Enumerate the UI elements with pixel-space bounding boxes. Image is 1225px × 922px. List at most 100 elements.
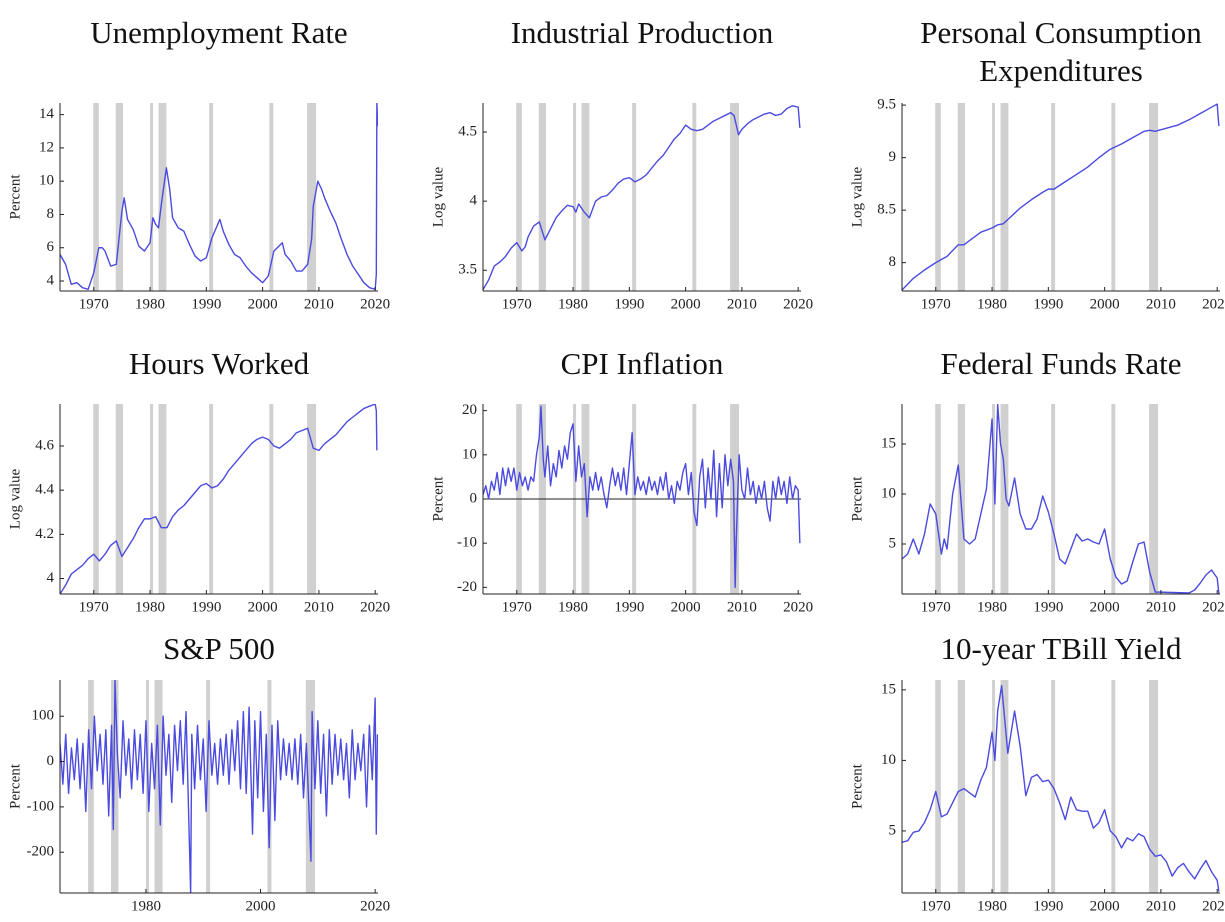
recession-band (110, 680, 119, 893)
recession-band (158, 404, 167, 594)
chart-title: Personal Consumption Expenditures (920, 15, 1202, 88)
plot-area (902, 103, 1220, 291)
recession-band (1149, 404, 1159, 594)
recession-band (206, 680, 211, 893)
plot-area (902, 684, 1220, 892)
recession-band (115, 404, 124, 594)
y-axis-label: Percent (7, 174, 23, 220)
recession-band (538, 103, 547, 291)
x-tick-label: 1990 (1033, 296, 1063, 312)
x-tick-label: 1970 (79, 296, 109, 312)
y-tick-label: 8.5 (877, 202, 896, 218)
x-tick-label: 2000 (1090, 898, 1120, 914)
y-tick-label: -200 (27, 844, 55, 860)
subplot: 4 4.2 4.4 4.6 1970 1980 1990 2000 2010 2020 Log va… (7, 404, 390, 615)
y-tick-label: 8 (889, 254, 897, 270)
x-tick-label: 2020 (360, 296, 390, 312)
y-axis-label: Percent (849, 476, 865, 522)
x-tick-label: 1970 (921, 296, 951, 312)
x-tick-label: 2020 (1202, 296, 1225, 312)
plot-area (483, 405, 801, 589)
recession-band (93, 103, 99, 291)
y-tick-label: 10 (462, 446, 477, 462)
data-line (902, 684, 1220, 892)
x-tick-label: 2000 (671, 599, 701, 615)
x-tick-label: 1990 (1033, 898, 1063, 914)
y-tick-label: 6 (47, 239, 55, 255)
recession-band (935, 404, 941, 594)
recession-band (150, 103, 154, 291)
recession-band (1149, 103, 1159, 291)
recession-band (1111, 103, 1116, 291)
recession-band (1149, 680, 1159, 893)
chart-title: Federal Funds Rate (940, 346, 1182, 381)
y-tick-label: 3.5 (458, 262, 477, 278)
chart-title: 10-year TBill Yield (940, 631, 1182, 666)
data-line (60, 404, 378, 594)
x-tick-label: 2020 (360, 898, 390, 914)
chart-title: Industrial Production (510, 15, 774, 50)
chart-title: Hours Worked (128, 346, 310, 381)
y-tick-label: 4.2 (35, 526, 54, 542)
subplot: -200 -100 0 100 1980 2000 2020 Percent (7, 680, 390, 914)
recession-band (307, 404, 317, 594)
recession-band (632, 103, 637, 291)
recession-band (209, 103, 214, 291)
subplot: 5 10 15 1970 1980 1990 2000 2010 2020 Percent (849, 404, 1225, 615)
subplot: 3.5 4 4.5 1970 1980 1990 2000 2010 2020 Log value (430, 103, 813, 312)
y-tick-label: 10 (39, 173, 54, 189)
recession-band (1000, 404, 1009, 594)
x-tick-label: 1970 (79, 599, 109, 615)
subplot: 8 8.5 9 9.5 1970 1980 1990 2000 2010 2020 Log valu… (849, 97, 1225, 313)
x-tick-label: 2010 (727, 599, 757, 615)
y-tick-label: 100 (32, 708, 55, 724)
x-tick-label: 1980 (558, 296, 588, 312)
plot-area (60, 404, 378, 594)
x-tick-label: 2000 (248, 599, 278, 615)
recession-band (992, 680, 996, 893)
recession-band (150, 404, 154, 594)
y-tick-label: 15 (881, 435, 896, 451)
recession-band (267, 680, 272, 893)
y-tick-label: 12 (39, 139, 54, 155)
x-tick-label: 1970 (502, 296, 532, 312)
x-tick-label: 1970 (921, 599, 951, 615)
recession-band (935, 680, 941, 893)
x-tick-label: 1990 (1033, 599, 1063, 615)
x-tick-label: 2000 (248, 296, 278, 312)
y-tick-label: 5 (889, 535, 897, 551)
recession-band (957, 103, 966, 291)
data-line (60, 103, 378, 291)
x-tick-label: 1990 (191, 599, 221, 615)
recession-band (1111, 680, 1116, 893)
recession-band (269, 103, 274, 291)
x-tick-label: 2000 (1090, 296, 1120, 312)
x-tick-label: 1980 (135, 599, 165, 615)
y-axis-label: Log value (7, 468, 23, 529)
x-tick-label: 1990 (614, 599, 644, 615)
x-tick-label: 2000 (1090, 599, 1120, 615)
recession-band (93, 404, 99, 594)
subplot: 5 10 15 1970 1980 1990 2000 2010 2020 Percent (849, 680, 1225, 914)
recession-band (1000, 103, 1009, 291)
x-tick-label: 2010 (304, 599, 334, 615)
x-tick-label: 2010 (304, 296, 334, 312)
x-tick-label: 2020 (783, 296, 813, 312)
y-tick-label: 9 (889, 149, 897, 165)
plot-area (483, 105, 801, 290)
y-tick-label: -100 (27, 798, 55, 814)
recession-band (573, 103, 577, 291)
recession-band (209, 404, 214, 594)
recession-band (1111, 404, 1116, 594)
y-axis-label: Percent (849, 763, 865, 809)
x-tick-label: 2020 (360, 599, 390, 615)
y-tick-label: 9.5 (877, 97, 896, 113)
recession-band (957, 680, 966, 893)
x-tick-label: 1990 (614, 296, 644, 312)
recession-band (935, 103, 941, 291)
y-axis-label: Percent (430, 476, 446, 522)
recession-band (1051, 404, 1056, 594)
x-tick-label: 2020 (1202, 599, 1225, 615)
y-tick-label: 20 (462, 402, 477, 418)
x-tick-label: 1970 (502, 599, 532, 615)
